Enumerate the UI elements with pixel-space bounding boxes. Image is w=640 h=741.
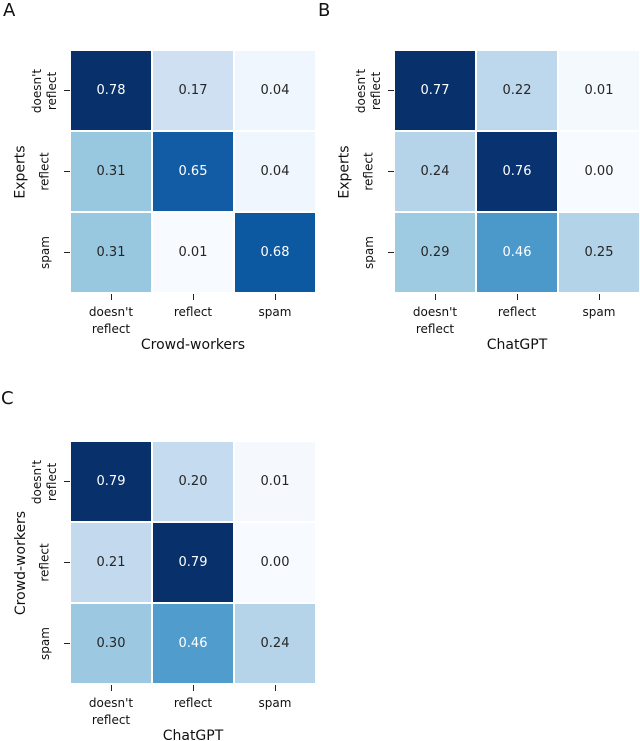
x-tick-label: doesn't reflect <box>88 696 134 728</box>
heatmap-cell: 0.46 <box>153 604 233 683</box>
heatmap-cell: 0.20 <box>153 442 233 521</box>
y-tick-label: reflect <box>37 543 52 582</box>
x-tick-label: spam <box>582 305 616 319</box>
y-axis-label: Experts <box>13 51 30 292</box>
heatmap-cell: 0.04 <box>235 51 315 130</box>
y-tick-label: reflect <box>361 152 376 191</box>
heatmap-cell: 0.24 <box>395 132 475 211</box>
x-tick-label: reflect <box>497 305 537 319</box>
y-axis-label-text: Experts <box>337 144 354 199</box>
heatmap-cell: 0.01 <box>153 213 233 292</box>
heatmap-cell: 0.31 <box>71 213 151 292</box>
y-axis-label: Crowd-workers <box>13 442 30 683</box>
y-tick-mark <box>64 90 70 91</box>
heatmap-cell: 0.24 <box>235 604 315 683</box>
heatmap-cell: 0.78 <box>71 51 151 130</box>
y-tick-mark <box>388 252 394 253</box>
heatmap-cell: 0.65 <box>153 132 233 211</box>
heatmap-cell: 0.79 <box>71 442 151 521</box>
heatmap-cell: 0.29 <box>395 213 475 292</box>
heatmap-cell: 0.00 <box>235 523 315 602</box>
x-axis-label: ChatGPT <box>486 337 548 353</box>
heatmap-cell: 0.46 <box>477 213 557 292</box>
y-tick-label: reflect <box>37 152 52 191</box>
x-tick-label: reflect <box>173 305 213 319</box>
x-tick-mark <box>275 294 276 300</box>
heatmap-cell: 0.04 <box>235 132 315 211</box>
heatmap-cell: 0.01 <box>559 51 639 130</box>
y-tick-mark <box>388 171 394 172</box>
y-tick-mark <box>64 171 70 172</box>
y-tick-mark <box>64 252 70 253</box>
y-axis-label-text: Experts <box>13 144 30 199</box>
y-tick-mark <box>64 643 70 644</box>
x-tick-mark <box>193 294 194 300</box>
x-axis-label: Crowd-workers <box>140 337 246 353</box>
x-tick-mark <box>435 294 436 300</box>
x-tick-label: spam <box>258 305 292 319</box>
heatmap-grid: 0.78 0.17 0.04 0.31 0.65 0.04 0.31 0.01 0.68 <box>71 51 315 292</box>
x-tick-mark <box>275 685 276 691</box>
heatmap-cell: 0.21 <box>71 523 151 602</box>
y-tick-label: doesn't reflect <box>354 68 384 113</box>
x-tick-label: doesn't reflect <box>88 305 134 337</box>
heatmap-cell: 0.01 <box>235 442 315 521</box>
x-axis-label: ChatGPT <box>162 728 224 741</box>
heatmap-cell: 0.17 <box>153 51 233 130</box>
panel-letter-a: A <box>3 0 16 21</box>
y-tick-label: doesn't reflect <box>30 459 60 504</box>
y-tick-mark <box>64 481 70 482</box>
heatmap-cell: 0.00 <box>559 132 639 211</box>
x-tick-label: spam <box>258 696 292 710</box>
x-tick-mark <box>111 685 112 691</box>
y-axis-label-text: Crowd-workers <box>13 510 30 615</box>
y-axis-label: Experts <box>337 51 354 292</box>
x-tick-mark <box>599 294 600 300</box>
heatmap-grid: 0.79 0.20 0.01 0.21 0.79 0.00 0.30 0.46 0.24 <box>71 442 315 683</box>
heatmap-cell: 0.77 <box>395 51 475 130</box>
x-tick-mark <box>111 294 112 300</box>
y-tick-label: doesn't reflect <box>30 68 60 113</box>
heatmap-cell: 0.31 <box>71 132 151 211</box>
x-tick-label: reflect <box>173 696 213 710</box>
heatmap-cell: 0.79 <box>153 523 233 602</box>
x-tick-label: doesn't reflect <box>412 305 458 337</box>
heatmap-cell: 0.25 <box>559 213 639 292</box>
heatmap-cell: 0.76 <box>477 132 557 211</box>
y-tick-mark <box>64 562 70 563</box>
y-tick-label: spam <box>37 627 52 660</box>
heatmap-cell: 0.68 <box>235 213 315 292</box>
x-tick-mark <box>193 685 194 691</box>
y-tick-label: spam <box>361 236 376 269</box>
panel-letter-c: C <box>1 388 14 409</box>
y-tick-label: spam <box>37 236 52 269</box>
x-tick-mark <box>517 294 518 300</box>
panel-letter-b: B <box>318 0 331 21</box>
y-tick-mark <box>388 90 394 91</box>
heatmap-cell: 0.22 <box>477 51 557 130</box>
heatmap-cell: 0.30 <box>71 604 151 683</box>
heatmap-grid: 0.77 0.22 0.01 0.24 0.76 0.00 0.29 0.46 0.25 <box>395 51 639 292</box>
